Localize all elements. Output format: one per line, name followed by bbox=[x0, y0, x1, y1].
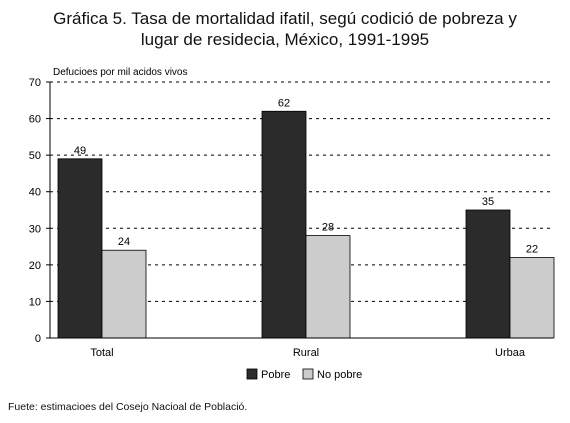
y-tick-label: 30 bbox=[29, 223, 41, 235]
bar-no-pobre-rural bbox=[305, 235, 351, 339]
legend-label-pobre: Pobre bbox=[261, 369, 290, 381]
bar-pobre-total bbox=[57, 158, 103, 339]
data-label: 49 bbox=[74, 145, 86, 157]
y-tick-label: 40 bbox=[29, 187, 41, 199]
y-tick-label: 50 bbox=[29, 150, 41, 162]
bar-no-pobre-total bbox=[101, 249, 147, 339]
y-tick-label: 60 bbox=[29, 114, 41, 126]
legend-swatch-pobre bbox=[246, 368, 258, 380]
bar-chart: 0 10 20 30 40 50 60 70 49 62 35 24 28 22 Total Rural U… bbox=[29, 67, 555, 381]
bar-pobre-rural bbox=[261, 110, 307, 339]
data-label: 24 bbox=[118, 236, 130, 248]
legend-label-no-pobre: No pobre bbox=[317, 369, 362, 381]
data-label: 62 bbox=[278, 97, 290, 109]
source-note: Fuete: estimacioes del Cosejo Nacioal de… bbox=[8, 401, 248, 413]
x-tick-label: Urbaa bbox=[495, 347, 526, 359]
y-tick-label: 0 bbox=[35, 333, 41, 345]
x-tick-label: Total bbox=[90, 347, 113, 359]
bars bbox=[57, 110, 555, 339]
bar-no-pobre-urbaa bbox=[509, 257, 555, 339]
x-tick-label: Rural bbox=[293, 347, 319, 359]
chart-title-line-1: Gráfica 5. Tasa de mortalidad ifatil, se… bbox=[53, 9, 517, 28]
y-tick-label: 20 bbox=[29, 260, 41, 272]
data-label: 35 bbox=[482, 196, 494, 208]
data-label: 22 bbox=[526, 244, 538, 256]
data-labels: 49 62 35 24 28 22 bbox=[74, 97, 538, 255]
y-tick-label: 10 bbox=[29, 296, 41, 308]
data-label: 28 bbox=[322, 222, 334, 234]
axes bbox=[49, 82, 553, 339]
y-tick-label: 70 bbox=[29, 77, 41, 89]
bar-pobre-urbaa bbox=[465, 209, 511, 339]
y-axis-ticks: 0 10 20 30 40 50 60 70 bbox=[29, 77, 50, 345]
legend: Pobre No pobre bbox=[246, 368, 362, 381]
y-axis-label: Defucioes por mil acidos vivos bbox=[53, 67, 188, 78]
x-axis-ticks: Total Rural Urbaa bbox=[90, 347, 525, 359]
legend-swatch-no-pobre bbox=[302, 368, 314, 380]
chart-title-line-2: lugar de residecia, México, 1991-1995 bbox=[140, 30, 430, 49]
